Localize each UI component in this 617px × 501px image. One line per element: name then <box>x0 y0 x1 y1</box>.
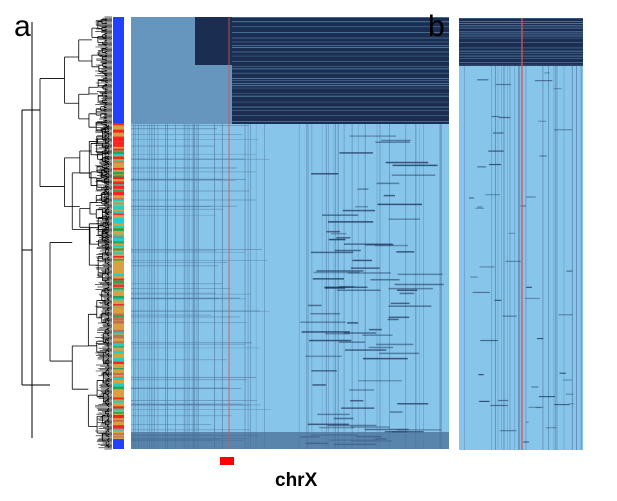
panel-label-b: b <box>428 10 445 43</box>
heatmap-panel-a <box>131 17 449 449</box>
heatmap-panel-b <box>459 18 583 450</box>
dendrogram <box>21 16 112 450</box>
panel-label-a: a <box>14 10 31 43</box>
cluster-color-bar <box>113 17 124 449</box>
chrx-label: chrX <box>275 470 318 491</box>
chrx-marker <box>220 457 234 465</box>
